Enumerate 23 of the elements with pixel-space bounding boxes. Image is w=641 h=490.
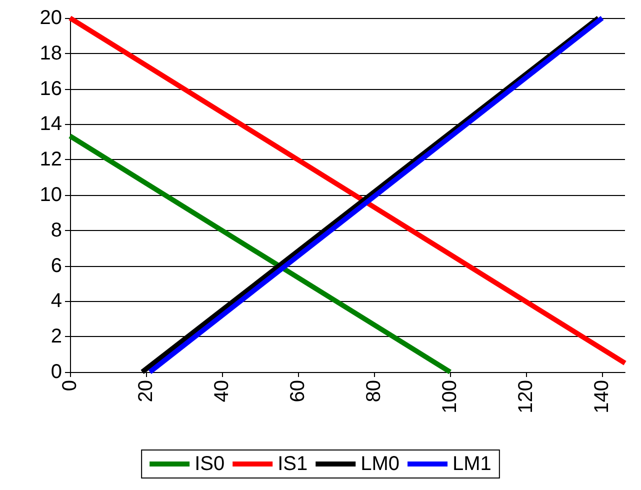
y-tick-label: 0 (50, 361, 62, 383)
y-tick-label: 14 (40, 113, 62, 136)
y-tick-label: 8 (50, 219, 62, 242)
x-tick-label: 100 (439, 380, 462, 414)
y-tick-label: 4 (50, 290, 62, 312)
y-tick-label: 16 (40, 78, 62, 100)
y-tick-label: 6 (50, 254, 62, 277)
y-tick-label: 2 (50, 326, 62, 348)
y-tick-label: 18 (40, 42, 62, 64)
x-tick-label: 140 (591, 380, 614, 414)
x-tick-label: 0 (59, 380, 81, 392)
y-tick-label: 10 (40, 184, 62, 206)
legend-label: IS1 (278, 453, 308, 475)
y-tick-label: 12 (40, 148, 62, 171)
y-tick-label: 20 (40, 7, 62, 29)
legend-label: LM1 (452, 453, 492, 475)
x-tick-label: 20 (135, 380, 158, 402)
x-tick-label: 40 (211, 380, 234, 402)
legend-label: IS0 (194, 453, 225, 475)
x-tick-label: 80 (363, 380, 386, 402)
legend-label: LM0 (360, 453, 400, 475)
x-tick-label: 60 (287, 380, 310, 402)
x-tick-label: 120 (515, 380, 538, 414)
